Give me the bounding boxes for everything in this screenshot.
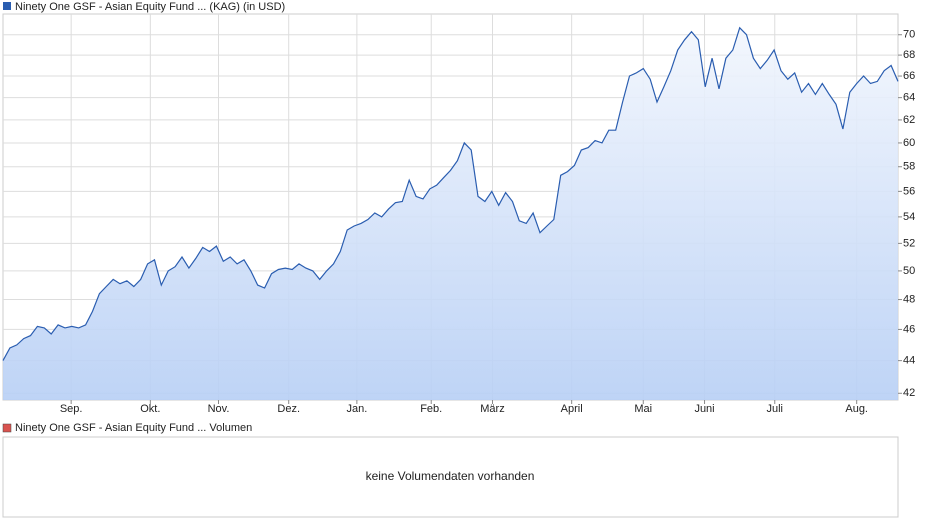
- x-tick-label: Aug.: [845, 403, 868, 415]
- x-tick-label: März: [480, 403, 504, 415]
- x-tick-label: April: [561, 403, 583, 415]
- x-tick-label: Juni: [694, 403, 714, 415]
- y-tick-label: 54: [903, 211, 915, 223]
- y-tick-label: 58: [903, 161, 915, 173]
- y-tick-label: 48: [903, 293, 915, 305]
- y-tick-label: 46: [903, 323, 915, 335]
- y-tick-label: 52: [903, 237, 915, 249]
- y-tick-label: 68: [903, 49, 915, 61]
- x-tick-label: Nov.: [208, 403, 230, 415]
- y-tick-label: 50: [903, 265, 915, 277]
- x-tick-label: Feb.: [420, 403, 442, 415]
- area: [3, 27, 898, 401]
- x-tick-label: Juli: [767, 403, 784, 415]
- volume-message: keine Volumendaten vorhanden: [366, 469, 535, 483]
- volume-panel: [2, 436, 899, 518]
- y-tick-label: 70: [903, 29, 915, 41]
- x-tick-label: Sep.: [60, 403, 83, 415]
- x-tick-label: Okt.: [140, 403, 160, 415]
- y-tick-label: 60: [903, 137, 915, 149]
- y-tick-label: 44: [903, 355, 915, 367]
- x-tick-label: Dez.: [277, 403, 300, 415]
- legend-swatch: [3, 2, 11, 10]
- y-tick-label: 56: [903, 185, 915, 197]
- x-tick-label: Jan.: [346, 403, 367, 415]
- y-tick-label: 66: [903, 70, 915, 82]
- chart-title: Ninety One GSF - Asian Equity Fund ... (…: [15, 1, 285, 13]
- legend-swatch: [2, 423, 12, 433]
- x-tick-label: Mai: [634, 403, 652, 415]
- y-tick-label: 42: [903, 387, 915, 399]
- price-line: [2, 26, 899, 361]
- y-tick-label: 64: [903, 92, 915, 104]
- volume-title: Ninety One GSF - Asian Equity Fund ... V…: [15, 422, 252, 434]
- y-tick-label: 62: [903, 114, 915, 126]
